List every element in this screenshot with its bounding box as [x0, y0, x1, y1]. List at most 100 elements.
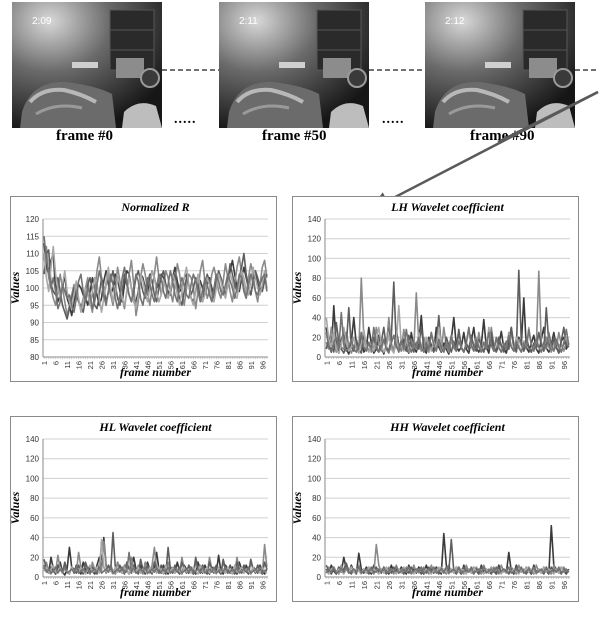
x-tick-label: 6 [52, 581, 61, 585]
series-line-lh-wavelet-coefficient-5 [325, 311, 570, 354]
x-tick-label: 11 [347, 361, 356, 369]
x-tick-label: 51 [447, 581, 456, 589]
x-tick-label: 61 [472, 581, 481, 589]
y-tick-label: 40 [312, 534, 321, 543]
chart-panel-hl-wavelet: HL Wavelet coefficient 0 20 40 60 80 100 120 140… [10, 416, 277, 602]
x-tick-label: 91 [247, 361, 256, 369]
x-tick-label: 96 [560, 361, 569, 369]
y-tick-label: 20 [312, 333, 321, 342]
y-tick-label: 100 [308, 254, 322, 263]
y-axis-label: Values [11, 271, 22, 304]
x-tick-label: 46 [143, 581, 152, 589]
y-tick-label: 120 [26, 455, 40, 464]
x-tick-label: 46 [435, 581, 444, 589]
x-tick-label: 46 [143, 361, 152, 369]
series-line-normalized-r-4 [43, 245, 268, 313]
x-tick-label: 21 [372, 361, 381, 369]
x-tick-label: 66 [189, 361, 198, 369]
series-line-hh-wavelet-coefficient-5 [325, 566, 570, 574]
chart-lh-wavelet: LH Wavelet coefficient 0 20 40 60 80 100 120 140… [293, 200, 570, 379]
y-tick-label: 80 [312, 274, 321, 283]
y-tick-label: 140 [308, 435, 322, 444]
x-tick-label: 21 [86, 581, 95, 589]
x-axis-label: frame number [120, 585, 191, 599]
chart-panel-hh-wavelet: HH Wavelet coefficient 0 20 40 60 80 100 120 140… [292, 416, 579, 602]
x-tick-label: 26 [98, 361, 107, 369]
y-tick-label: 90 [30, 319, 39, 328]
x-tick-label: 66 [485, 361, 494, 369]
y-tick-label: 0 [35, 573, 40, 582]
x-tick-label: 61 [178, 361, 187, 369]
x-tick-label: 26 [385, 581, 394, 589]
x-tick-label: 1 [40, 581, 49, 585]
x-tick-label: 51 [155, 361, 164, 369]
y-tick-label: 60 [312, 514, 321, 523]
x-tick-label: 96 [560, 581, 569, 589]
x-tick-label: 81 [522, 361, 531, 369]
x-tick-label: 36 [410, 581, 419, 589]
frame-label: frame #90 [470, 128, 535, 144]
x-tick-label: 71 [201, 581, 210, 589]
chart-title: HL Wavelet coefficient [98, 420, 212, 434]
ellipsis: ..... [174, 112, 197, 127]
x-tick-label: 1 [40, 361, 49, 365]
x-tick-label: 36 [121, 361, 130, 369]
x-tick-label: 51 [155, 581, 164, 589]
x-tick-label: 46 [435, 361, 444, 369]
x-tick-label: 96 [258, 581, 267, 589]
chart-title: Normalized R [120, 200, 189, 214]
y-tick-label: 100 [26, 284, 40, 293]
x-tick-label: 51 [447, 361, 456, 369]
x-tick-label: 16 [75, 361, 84, 369]
x-tick-label: 71 [497, 581, 506, 589]
x-tick-label: 41 [422, 581, 431, 589]
y-tick-label: 105 [26, 267, 40, 276]
x-tick-label: 61 [472, 361, 481, 369]
y-tick-label: 20 [30, 553, 39, 562]
video-frame-0: 2:09 [12, 2, 162, 128]
x-tick-label: 71 [497, 361, 506, 369]
chart-panel-normalized-r: Normalized R 80 85 90 95 100 105 110 115 120 1 6 11 1… [10, 196, 277, 382]
x-tick-label: 1 [322, 581, 331, 585]
x-tick-label: 6 [335, 581, 344, 585]
x-tick-label: 91 [547, 581, 556, 589]
y-tick-label: 140 [26, 435, 40, 444]
y-tick-label: 95 [30, 301, 39, 310]
x-tick-label: 26 [98, 581, 107, 589]
frame-label: frame #0 [56, 128, 114, 144]
x-tick-label: 96 [258, 361, 267, 369]
x-tick-label: 16 [360, 361, 369, 369]
frame-timestamp: 2:12 [445, 16, 465, 27]
x-tick-label: 86 [235, 361, 244, 369]
x-tick-label: 86 [535, 581, 544, 589]
x-tick-label: 41 [132, 361, 141, 369]
x-tick-label: 41 [422, 361, 431, 369]
y-axis-label: Values [293, 491, 304, 524]
video-frame-50: 2:11 [219, 2, 369, 128]
y-tick-label: 60 [30, 514, 39, 523]
y-tick-label: 110 [26, 250, 39, 259]
y-tick-label: 80 [30, 353, 39, 362]
x-tick-label: 76 [510, 361, 519, 369]
series-line-hh-wavelet-coefficient-4 [325, 566, 570, 575]
x-tick-label: 56 [166, 361, 175, 369]
x-tick-label: 6 [335, 361, 344, 365]
x-tick-label: 36 [410, 361, 419, 369]
chart-hh-wavelet: HH Wavelet coefficient 0 20 40 60 80 100 120 140… [293, 420, 570, 599]
x-tick-label: 21 [86, 361, 95, 369]
x-tick-label: 56 [166, 581, 175, 589]
x-tick-label: 76 [510, 581, 519, 589]
y-tick-label: 0 [317, 353, 322, 362]
y-tick-label: 120 [308, 235, 322, 244]
y-tick-label: 0 [317, 573, 322, 582]
x-tick-label: 6 [52, 361, 61, 365]
x-tick-label: 41 [132, 581, 141, 589]
x-tick-label: 31 [109, 361, 118, 369]
y-tick-label: 40 [312, 314, 321, 323]
frame-label: frame #50 [262, 128, 327, 144]
chart-hl-wavelet: HL Wavelet coefficient 0 20 40 60 80 100 120 140… [11, 420, 268, 599]
x-axis-label: frame number [412, 365, 483, 379]
x-tick-label: 66 [485, 581, 494, 589]
y-tick-label: 120 [308, 455, 322, 464]
x-tick-label: 36 [121, 581, 130, 589]
